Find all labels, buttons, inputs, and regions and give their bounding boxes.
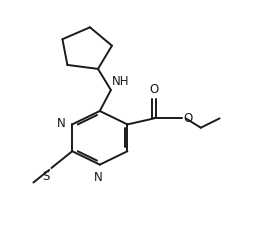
Text: S: S: [42, 170, 50, 183]
Text: N: N: [57, 117, 66, 130]
Text: O: O: [183, 112, 192, 125]
Text: N: N: [94, 171, 103, 184]
Text: NH: NH: [112, 75, 130, 88]
Text: O: O: [150, 83, 159, 96]
